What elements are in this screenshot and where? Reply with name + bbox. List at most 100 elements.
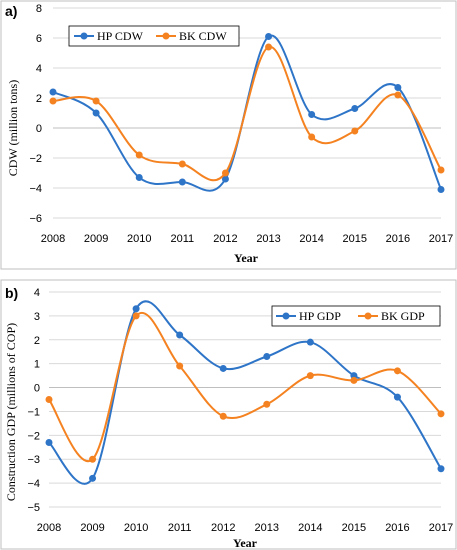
x-tick-label: 2011 — [171, 233, 195, 245]
panel-b-legend: HP GDP BK GDP — [271, 305, 441, 327]
legend-hp-gdp-marker — [282, 312, 290, 320]
y-tick-label: 4 — [34, 287, 40, 299]
data-point-bk-cdw — [92, 97, 100, 105]
data-point-hp-gdp — [89, 474, 97, 482]
series-line-hp-cdw — [52, 34, 442, 192]
data-point-bk-gdp — [393, 367, 401, 375]
data-point-bk-gdp — [350, 376, 358, 384]
data-point-hp-gdp — [45, 439, 53, 446]
panel-a-label: a) — [5, 3, 17, 19]
data-point-bk-cdw — [437, 166, 445, 174]
y-tick-label: 3 — [34, 311, 40, 323]
x-tick-label: 2012 — [213, 233, 237, 245]
x-tick-label: 2015 — [343, 233, 367, 245]
data-point-bk-cdw — [178, 160, 186, 168]
data-point-bk-gdp — [45, 396, 53, 403]
data-point-hp-gdp — [306, 338, 314, 346]
data-point-bk-cdw — [394, 91, 402, 99]
y-tick-label: −1 — [27, 406, 40, 418]
x-tick-label: 2014 — [298, 522, 322, 534]
legend-hp-gdp-label: HP GDP — [299, 309, 341, 323]
series-line-bk-cdw — [52, 45, 442, 182]
y-tick-label: −3 — [27, 454, 40, 466]
legend-hp-cdw-label: HP CDW — [97, 29, 144, 43]
x-tick-label: 2017 — [429, 233, 453, 245]
data-point-hp-cdw — [92, 109, 100, 117]
y-tick-label: −4 — [29, 183, 42, 195]
data-point-hp-gdp — [219, 364, 227, 372]
x-tick-label: 2008 — [41, 233, 65, 245]
data-point-bk-cdw — [265, 43, 273, 51]
data-point-hp-cdw — [437, 186, 445, 193]
y-tick-label: 4 — [36, 63, 42, 75]
data-point-hp-cdw — [49, 88, 57, 96]
panel-b-ylabel: Construction GDP (millions of COP) — [4, 323, 18, 501]
data-point-bk-gdp — [263, 400, 271, 408]
y-tick-label: −2 — [29, 153, 42, 165]
data-point-bk-cdw — [135, 151, 143, 159]
data-point-bk-gdp — [176, 362, 184, 370]
data-point-bk-cdw — [49, 97, 57, 105]
data-point-hp-cdw — [178, 178, 186, 186]
data-point-bk-gdp — [132, 312, 140, 320]
data-point-hp-gdp — [132, 305, 140, 313]
panel-b-legend-box — [271, 305, 441, 327]
legend-bk-gdp-marker — [364, 312, 372, 320]
panel-b-plot: −5 −4 −3 −2 −1 0 1 2 3 4 2008 2009 2010 2011 2012 2013 2… — [27, 287, 453, 534]
legend-bk-cdw-label: BK CDW — [179, 29, 227, 43]
y-tick-label: 0 — [36, 123, 42, 135]
legend-hp-cdw-marker — [80, 32, 88, 40]
x-tick-label: 2015 — [342, 522, 366, 534]
data-point-bk-cdw — [308, 133, 316, 141]
y-tick-label: 1 — [34, 359, 40, 371]
data-point-bk-cdw — [351, 127, 359, 135]
y-tick-label: −5 — [27, 502, 40, 514]
x-tick-label: 2013 — [255, 522, 279, 534]
data-point-bk-gdp — [437, 410, 445, 418]
panel-b-xlabel: Year — [233, 536, 258, 550]
x-tick-label: 2009 — [80, 522, 104, 534]
y-tick-label: 2 — [34, 335, 40, 347]
panel-a-legend-box — [68, 25, 240, 47]
panel-a-legend: HP CDW BK CDW — [68, 25, 240, 47]
x-tick-label: 2016 — [386, 233, 410, 245]
data-point-bk-gdp — [219, 412, 227, 420]
y-tick-label: 8 — [36, 3, 42, 15]
legend-bk-cdw-marker — [162, 32, 170, 40]
y-tick-label: 0 — [34, 383, 40, 395]
y-tick-label: 6 — [36, 33, 42, 45]
data-point-bk-cdw — [221, 169, 229, 177]
data-point-hp-cdw — [308, 111, 316, 118]
panel-a: a) −6 −4 −2 0 2 4 6 8 2008 2009 2010 2011 2012 2013 20… — [0, 0, 457, 270]
panel-a-plot: −6 −4 −2 0 2 4 6 8 2008 2009 2010 2011 2012 2013 2014 2… — [29, 3, 453, 245]
data-point-bk-gdp — [89, 455, 97, 463]
data-point-hp-cdw — [221, 175, 229, 183]
panel-a-ylabel: CDW (million tons) — [6, 80, 20, 176]
data-point-hp-gdp — [176, 331, 184, 339]
data-point-hp-gdp — [263, 353, 271, 360]
x-tick-label: 2016 — [385, 522, 409, 534]
x-tick-label: 2014 — [299, 233, 323, 245]
y-tick-label: −2 — [27, 430, 40, 442]
data-point-hp-cdw — [265, 33, 273, 40]
legend-bk-gdp-label: BK GDP — [381, 309, 425, 323]
x-tick-label: 2010 — [124, 522, 148, 534]
x-tick-label: 2009 — [84, 233, 108, 245]
data-point-bk-gdp — [306, 372, 314, 380]
x-tick-label: 2008 — [37, 522, 61, 534]
x-tick-label: 2013 — [256, 233, 280, 245]
x-tick-label: 2011 — [168, 522, 192, 534]
panel-b: b) −5 −4 −3 −2 −1 0 1 2 3 4 2008 2009 2010 2011 2012 20… — [0, 279, 457, 550]
x-tick-label: 2012 — [211, 522, 235, 534]
data-point-hp-cdw — [351, 105, 359, 112]
panel-a-xlabel: Year — [234, 251, 259, 265]
data-point-hp-gdp — [437, 465, 445, 473]
x-tick-label: 2017 — [429, 522, 453, 534]
data-point-hp-gdp — [393, 393, 401, 401]
panel-b-label: b) — [5, 285, 18, 301]
data-point-hp-cdw — [135, 174, 143, 181]
y-tick-label: −4 — [27, 478, 40, 490]
data-point-hp-cdw — [394, 84, 402, 91]
x-tick-label: 2010 — [127, 233, 151, 245]
